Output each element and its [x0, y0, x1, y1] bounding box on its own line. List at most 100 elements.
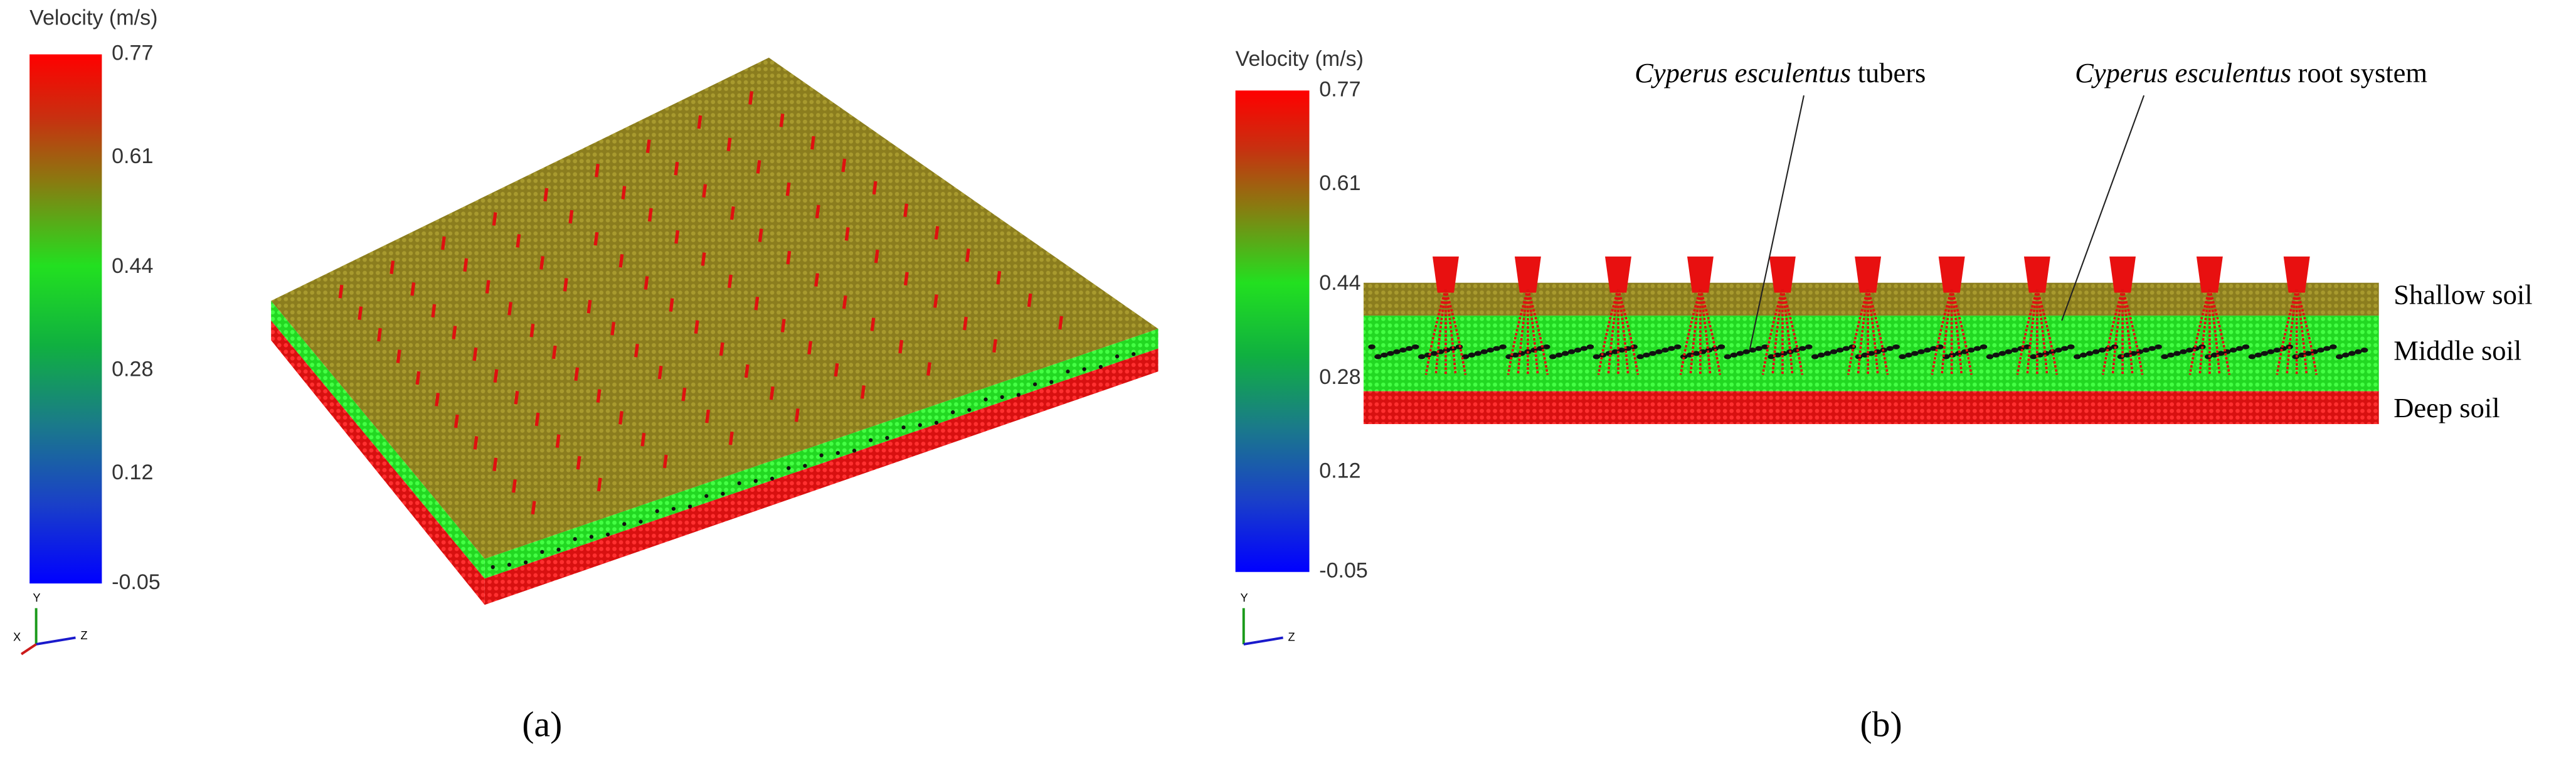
stem — [539, 256, 545, 270]
tuber — [2317, 348, 2324, 353]
stem — [842, 295, 847, 309]
tuber — [1115, 354, 1120, 359]
root — [1517, 289, 1529, 375]
tuber — [1842, 346, 1850, 351]
tuber — [1618, 348, 1625, 353]
tuber — [1799, 346, 1806, 351]
root — [1931, 289, 1953, 375]
tuber — [1992, 353, 2000, 358]
layer-label: Shallow soil — [2393, 279, 2532, 311]
tuber — [819, 453, 824, 457]
tuber — [1649, 351, 1656, 356]
annotation: Cyperus esculentus root system — [2075, 57, 2427, 88]
root — [1950, 289, 1973, 375]
tuber — [1474, 351, 1482, 356]
annotation-text: tubers — [1858, 57, 1926, 88]
stem — [996, 270, 1002, 285]
tuber — [1430, 351, 1438, 356]
root — [1527, 289, 1549, 375]
panel-label: (a) — [522, 705, 562, 745]
tuber — [1867, 351, 1875, 356]
tuber — [1487, 348, 1494, 353]
tuber — [1986, 354, 1994, 359]
stem — [898, 339, 904, 354]
crown — [1514, 256, 1541, 293]
stem — [529, 323, 535, 338]
root — [2295, 289, 2318, 375]
stem — [452, 326, 457, 339]
colorbar-tick-label: 0.28 — [1319, 365, 1360, 389]
stem — [794, 408, 800, 422]
tuber — [901, 425, 906, 430]
stem — [595, 163, 600, 178]
tuber — [2242, 344, 2250, 349]
tuber — [1406, 346, 1413, 351]
stem — [861, 385, 866, 399]
stem — [390, 260, 395, 274]
tuber — [1368, 344, 1375, 349]
tuber — [1549, 354, 1557, 359]
tuber — [1499, 344, 1507, 349]
tuber — [1793, 348, 1800, 353]
stem — [756, 160, 761, 174]
tuber — [1692, 351, 1700, 356]
crown — [1938, 256, 1965, 293]
tuber — [1817, 353, 1825, 358]
tuber — [1742, 349, 1751, 354]
stem — [874, 249, 879, 263]
stem — [810, 136, 815, 150]
stem — [785, 182, 791, 196]
stem — [903, 272, 909, 286]
tuber — [622, 522, 627, 526]
axis-label: Z — [1288, 630, 1295, 644]
axis-label: Z — [80, 629, 87, 642]
tuber — [490, 565, 495, 570]
root — [2101, 289, 2124, 375]
root — [2111, 289, 2124, 375]
stem — [644, 276, 649, 290]
tuber — [1480, 349, 1488, 354]
tuber — [2055, 348, 2062, 353]
stem — [844, 227, 850, 241]
tuber — [2229, 348, 2237, 353]
tuber — [737, 481, 741, 486]
tuber — [1749, 348, 1756, 353]
tuber — [1611, 349, 1619, 354]
tuber — [1717, 344, 1725, 349]
root — [2016, 289, 2038, 375]
stem — [377, 327, 382, 342]
tuber — [2267, 349, 2275, 354]
stem — [933, 294, 938, 308]
stem — [662, 454, 668, 469]
tuber — [1032, 382, 1037, 386]
stem — [453, 414, 459, 428]
tuber — [983, 397, 988, 402]
tuber — [721, 491, 725, 496]
axis-label: Y — [33, 591, 40, 604]
tuber — [2254, 353, 2262, 358]
stem — [697, 115, 702, 129]
tuber — [1924, 348, 1931, 353]
crown — [2196, 256, 2223, 293]
colorbar-tick-label: 0.44 — [1319, 271, 1360, 295]
tuber — [1680, 354, 1688, 359]
tuber — [1967, 348, 1975, 353]
tuber — [1674, 344, 1682, 349]
stem — [754, 296, 760, 311]
tuber — [2123, 353, 2131, 358]
tuber — [2067, 344, 2075, 349]
stem — [410, 282, 416, 296]
tuber — [1643, 353, 1650, 358]
layer-label: Deep soil — [2393, 392, 2499, 423]
tuber — [1630, 344, 1638, 349]
stem — [780, 319, 786, 332]
stem — [610, 322, 616, 336]
stem — [963, 316, 968, 331]
stem — [694, 320, 699, 334]
tuber — [2323, 346, 2331, 351]
root — [2208, 289, 2231, 375]
stem — [657, 365, 663, 380]
root — [1679, 289, 1702, 375]
tuber — [2142, 348, 2150, 353]
root — [1597, 289, 1619, 375]
